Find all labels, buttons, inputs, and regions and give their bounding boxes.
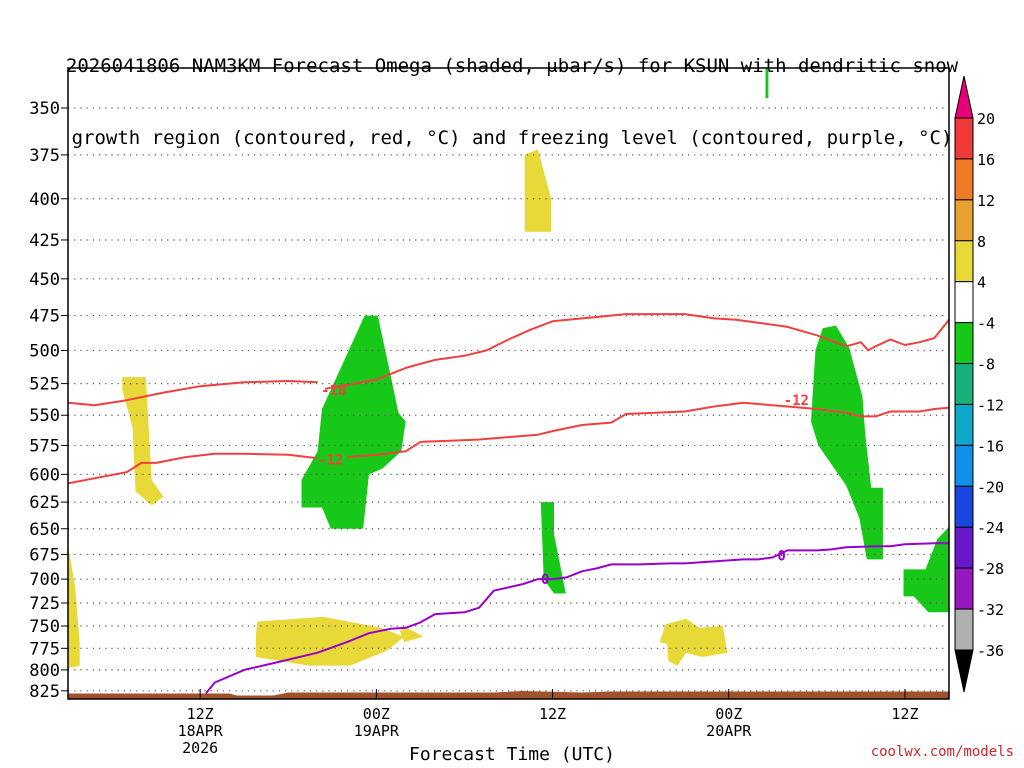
omega-region-rising (765, 68, 769, 99)
y-tick-label-550: 550 (29, 406, 60, 426)
y-tick-label-475: 475 (29, 307, 60, 327)
colorbar-swatch (954, 158, 974, 201)
contour-label: -12 (784, 393, 809, 409)
x-tick-label: 2026 (182, 739, 218, 757)
x-tick-label: 12Z (539, 705, 566, 723)
colorbar-label: -12 (977, 396, 1004, 414)
y-tick-label-725: 725 (29, 594, 60, 614)
omega-region-sinking (68, 544, 80, 669)
y-tick-label-750: 750 (29, 617, 60, 637)
chart-title-line2: growth region (contoured, red, °C) and f… (71, 127, 953, 149)
pressure-axis: 350 375 400 425 450 475 500 525 550 575 600 625 650 6… (29, 99, 68, 702)
contour--12 (346, 401, 949, 459)
colorbar-swatch (954, 240, 974, 283)
colorbar-label: -24 (977, 519, 1004, 537)
contour--12 (68, 452, 318, 485)
chart-title: 2026041806 NAM3KM Forecast Omega (shaded… (0, 6, 1024, 174)
colorbar-swatch (954, 403, 974, 446)
y-tick-label-400: 400 (29, 190, 60, 210)
y-tick-label-575: 575 (29, 436, 60, 456)
colorbar-swatch (954, 199, 974, 242)
colorbar-swatch (954, 567, 974, 610)
colorbar-swatch (954, 526, 974, 569)
y-tick-label-350: 350 (29, 99, 60, 119)
colorbar-label: -32 (977, 601, 1004, 619)
colorbar-label: -28 (977, 560, 1004, 578)
chart-title-line1: 2026041806 NAM3KM Forecast Omega (shaded… (65, 55, 959, 77)
colorbar-swatch (954, 444, 974, 487)
omega-region-rising (903, 526, 949, 613)
colorbar-swatch (954, 608, 974, 651)
x-tick-label: 12Z (891, 705, 918, 723)
colorbar-label: 16 (977, 151, 995, 169)
colorbar: 20 16 12 8 4 -4 -8 -12 -16 -20 -24 -28 -32 -36 (954, 75, 1004, 693)
contour-label: 0 (541, 572, 549, 588)
colorbar-label: 4 (977, 274, 986, 292)
x-tick-label: 20APR (706, 722, 752, 740)
x-axis-label: Forecast Time (UTC) (409, 744, 615, 765)
omega-region-sinking (255, 616, 405, 666)
contour-label: 0 (777, 548, 785, 564)
contour-0 (205, 542, 949, 694)
colorbar-swatch (954, 117, 974, 160)
y-tick-label-425: 425 (29, 231, 60, 251)
omega-region-sinking (399, 627, 424, 643)
y-tick-label-825: 825 (29, 682, 60, 702)
omega-region-sinking (659, 618, 728, 666)
y-tick-label-500: 500 (29, 341, 60, 361)
colorbar-label: 20 (977, 110, 995, 128)
x-tick-label: 00Z (715, 705, 742, 723)
contour--18 (68, 380, 318, 407)
y-tick-label-675: 675 (29, 545, 60, 565)
omega-region-sinking (122, 377, 164, 506)
y-tick-label-625: 625 (29, 493, 60, 513)
colorbar-swatch (954, 363, 974, 405)
x-tick-label: 00Z (363, 705, 390, 723)
y-tick-label-450: 450 (29, 270, 60, 290)
footer-credit: coolwx.com/models (870, 744, 1014, 760)
omega-region-rising (301, 315, 406, 529)
colorbar-label: -4 (977, 315, 995, 333)
colorbar-swatch (954, 485, 974, 528)
omega-region-sinking (524, 149, 552, 232)
omega-region-rising (811, 325, 883, 560)
y-tick-label-525: 525 (29, 375, 60, 395)
x-tick-label: 12Z (187, 705, 214, 723)
colorbar-label: -20 (977, 478, 1004, 496)
contour-label: -12 (318, 452, 343, 468)
colorbar-label: -8 (977, 356, 995, 374)
omega-region-rising (540, 502, 566, 594)
colorbar-label: -16 (977, 437, 1004, 455)
y-tick-label-375: 375 (29, 146, 60, 166)
colorbar-swatch (954, 281, 974, 324)
y-tick-label-775: 775 (29, 639, 60, 659)
omega-shading-layer (68, 68, 949, 669)
contour-label: -18 (321, 383, 346, 399)
colorbar-swatch (954, 322, 974, 365)
y-tick-label-800: 800 (29, 661, 60, 681)
colorbar-label: 12 (977, 192, 995, 210)
contour-layer: -18 -12 -12 0 0 (68, 313, 949, 694)
gridlines (68, 107, 949, 692)
x-tick-label: 19APR (354, 722, 400, 740)
colorbar-label: 8 (977, 233, 986, 251)
colorbar-bottom-arrow (954, 649, 974, 693)
colorbar-label: -36 (977, 642, 1004, 660)
y-tick-label-600: 600 (29, 465, 60, 485)
y-tick-label-700: 700 (29, 570, 60, 590)
x-tick-label: 18APR (178, 722, 224, 740)
colorbar-top-arrow (954, 75, 974, 119)
y-tick-label-650: 650 (29, 520, 60, 540)
contour--18 (324, 313, 949, 390)
